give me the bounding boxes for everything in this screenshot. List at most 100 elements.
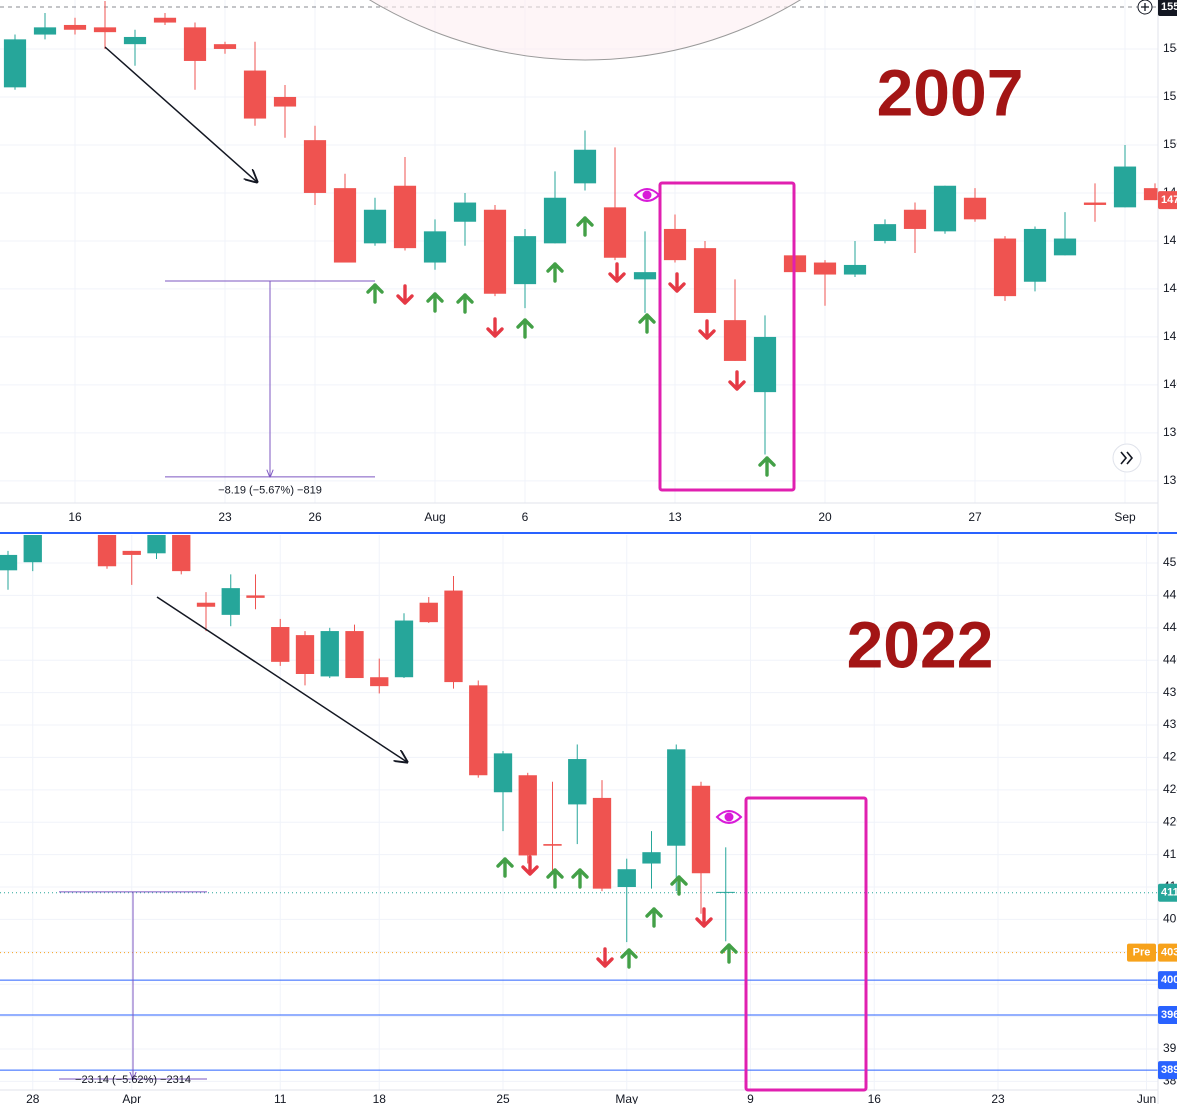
y-tick-label: 444 (1163, 620, 1177, 634)
candle-body (370, 677, 389, 687)
x-tick-label: May (615, 1092, 638, 1104)
price-label-box (1158, 883, 1177, 902)
candles (3, 0, 1158, 455)
candle-body (903, 209, 927, 229)
price-label: 411.3 (1161, 887, 1177, 899)
candle-body (147, 535, 166, 554)
candle-body (873, 224, 897, 241)
candle-body (813, 262, 837, 275)
x-tick-label: Apr (122, 1092, 141, 1104)
x-tick-label: 26 (308, 510, 322, 524)
add-button[interactable] (1137, 0, 1153, 15)
candle-body (196, 602, 216, 607)
x-tick-label: 9 (747, 1092, 754, 1104)
x-tick-label: 16 (68, 510, 82, 524)
grid-layer (0, 0, 1158, 1090)
price-label-name-box (1127, 943, 1156, 962)
year-title: 2022 (847, 607, 994, 681)
candle-body (493, 753, 513, 793)
x-tick-label: Sep (1114, 510, 1136, 524)
candle-body (243, 70, 267, 119)
candle-body (363, 209, 387, 244)
y-tick-label: 428 (1163, 750, 1177, 764)
candle-body (63, 24, 87, 30)
candle-body (122, 550, 141, 555)
candle-body (469, 685, 488, 776)
candle-body (172, 535, 191, 572)
circle-drawing (369, 0, 801, 61)
buy-signal-arrow (645, 907, 663, 928)
sell-signal-arrow (668, 272, 686, 293)
buy-signal-arrow (571, 868, 589, 889)
buy-signal-arrow (638, 313, 656, 334)
candle-body (453, 202, 477, 222)
x-tick-label: 20 (818, 510, 832, 524)
candle-body (320, 631, 339, 677)
candle-body (663, 228, 687, 261)
candle-body (483, 209, 507, 294)
buy-signal-arrow (546, 262, 564, 283)
highlight-box (744, 796, 868, 1092)
y-tick-label: 144 (1163, 281, 1177, 295)
price-label: 147.7 (1161, 194, 1177, 206)
price-label-box (1158, 1061, 1177, 1080)
trend-arrow (104, 46, 257, 182)
price-label-box (1158, 943, 1177, 962)
candle-body (667, 749, 686, 846)
plot-layer (0, 0, 1158, 943)
candle-body (617, 869, 636, 888)
buy-signal-arrow (670, 875, 688, 896)
scroll-button[interactable] (1112, 443, 1142, 473)
y-tick-label: 440 (1163, 652, 1177, 666)
candle-body (303, 140, 327, 193)
price-label-box (1158, 971, 1177, 990)
x-tick-label: Aug (424, 510, 445, 524)
sell-signal-arrow (695, 907, 713, 928)
candle-body (633, 272, 657, 280)
buy-signal-arrow (366, 283, 384, 304)
candle-body (246, 595, 265, 598)
candle-body (543, 197, 567, 244)
sell-signal-arrow (728, 370, 746, 391)
y-tick-label: 420 (1163, 814, 1177, 828)
candle-body (333, 188, 357, 263)
candle-body (295, 635, 315, 674)
price-label-box (1158, 1005, 1177, 1024)
sell-signal-arrow (698, 319, 716, 340)
y-tick-label: 424 (1163, 782, 1177, 796)
buy-signal-arrow (426, 292, 444, 313)
sell-signal-arrow (486, 317, 504, 338)
candles (0, 535, 735, 943)
candle-body (568, 759, 587, 805)
candle-body (33, 27, 57, 35)
candle-body (933, 185, 957, 232)
candle-body (345, 631, 364, 679)
y-tick-label: 138 (1163, 425, 1177, 439)
buy-signal-arrow (516, 318, 534, 339)
candle-body (97, 535, 117, 567)
x-tick-label: 28 (26, 1092, 40, 1104)
candle-body (23, 535, 42, 563)
candle-body (843, 264, 867, 275)
buy-signal-arrow (720, 943, 738, 964)
candle-body (723, 320, 747, 361)
buy-signal-arrow (620, 948, 638, 969)
x-tick-label: 23 (218, 510, 232, 524)
y-tick-label: 432 (1163, 717, 1177, 731)
highlight-box (658, 181, 796, 492)
candle-body (423, 231, 447, 263)
sell-signal-arrow (596, 947, 614, 968)
candle-body (273, 96, 297, 107)
candle-body (1113, 166, 1137, 208)
measure-label: −23.14 (−5.62%) −2314 (75, 1074, 191, 1086)
candle-body (603, 207, 627, 258)
candle-body (573, 149, 597, 184)
price-label: 396.2 (1161, 1009, 1177, 1021)
y-tick-label: 452 (1163, 555, 1177, 569)
y-tick-label: 448 (1163, 588, 1177, 602)
price-label: 155.75 (1161, 1, 1177, 13)
y-tick-label: 140 (1163, 377, 1177, 391)
eye-icon (715, 810, 743, 824)
